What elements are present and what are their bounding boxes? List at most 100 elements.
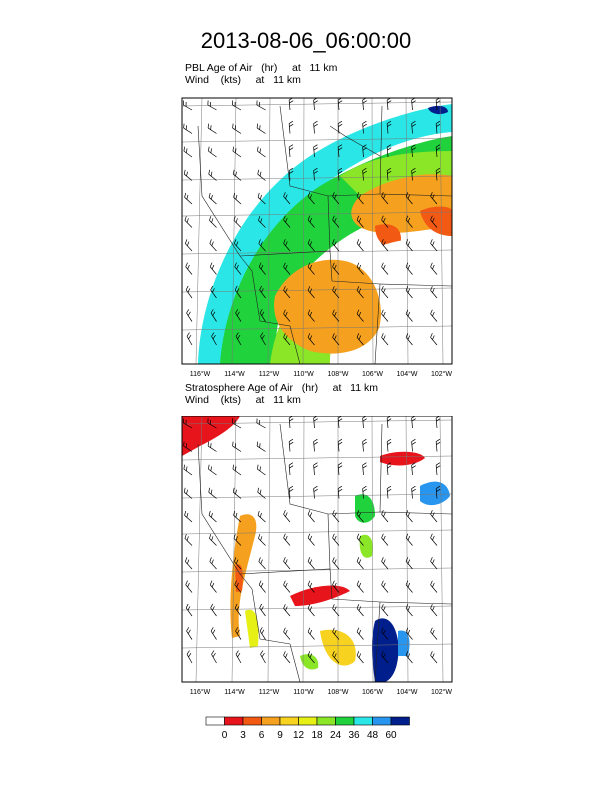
wind-barb — [283, 627, 291, 640]
wind-barb — [283, 192, 291, 205]
wind-barb — [332, 215, 340, 228]
wind-barb — [362, 167, 367, 181]
wind-barb — [307, 580, 315, 593]
wind-barb — [259, 627, 266, 640]
wind-barb — [430, 333, 438, 346]
lon-tick-label: 110°W — [293, 370, 314, 378]
colorbar-swatch — [242, 716, 262, 726]
colorbar-swatch — [372, 716, 392, 726]
wind-barb — [232, 123, 242, 134]
wind-barb — [356, 262, 364, 275]
colorbar-label: 6 — [259, 730, 265, 741]
colorbar-swatch — [205, 716, 225, 726]
wind-barb — [307, 651, 315, 664]
state-borders — [197, 105, 453, 365]
wind-barb — [332, 309, 340, 322]
wind-barb — [283, 557, 291, 570]
wind-barb — [185, 580, 193, 593]
wind-barb — [232, 441, 242, 452]
wind-barb — [307, 215, 315, 228]
colorbar-label: 12 — [293, 730, 305, 741]
wind-barb — [362, 416, 367, 429]
wind-barb — [184, 510, 193, 523]
wind-barb — [332, 604, 340, 617]
wind-barb — [232, 487, 242, 499]
wind-barb — [430, 533, 438, 546]
wind-barb — [435, 120, 441, 134]
wind-barb — [258, 239, 266, 252]
wind-barb — [362, 485, 367, 499]
colorbar-label: 60 — [385, 730, 397, 741]
wind-barb — [307, 239, 315, 252]
wind-barb — [184, 192, 193, 205]
lon-tick-label: 106°W — [362, 370, 383, 378]
wind-barb — [211, 332, 217, 346]
colorbar-swatch — [390, 716, 410, 726]
wind-barb — [356, 215, 364, 228]
wind-barb — [386, 438, 392, 452]
wind-barb — [356, 192, 364, 205]
wind-barb — [430, 580, 438, 593]
wind-barb — [356, 533, 364, 546]
wind-barb — [405, 533, 413, 546]
wind-barb — [283, 604, 291, 617]
wind-barb — [356, 604, 364, 617]
wind-barb — [235, 309, 242, 322]
wind-barbs — [182, 97, 441, 346]
wind-barb — [258, 580, 266, 593]
wind-barb — [211, 650, 217, 664]
wind-barb — [182, 418, 193, 429]
wind-barb — [313, 462, 318, 476]
wind-barb — [337, 120, 343, 134]
wind-barb — [233, 216, 242, 228]
wind-barb — [411, 167, 416, 181]
wind-barb — [307, 333, 315, 346]
wind-barb — [356, 239, 364, 252]
wind-barb — [256, 123, 266, 134]
wind-barb — [183, 464, 193, 476]
colorbar-swatch — [316, 716, 336, 726]
wind-barb — [411, 462, 416, 476]
wind-barb — [258, 557, 266, 570]
wind-barb — [231, 100, 242, 111]
wind-barb — [362, 120, 367, 134]
wind-barb — [313, 97, 318, 111]
wind-barb — [235, 332, 242, 346]
wind-barb — [381, 333, 389, 346]
wind-barb — [411, 416, 416, 429]
wind-barb — [362, 438, 367, 452]
wind-barb — [356, 651, 364, 664]
wind-barb — [259, 309, 266, 322]
wind-barb — [405, 309, 413, 322]
wind-barb — [381, 533, 389, 546]
wind-barb — [362, 144, 367, 158]
wind-barb — [233, 510, 242, 523]
wind-barb — [288, 97, 294, 111]
wind-barb — [183, 146, 193, 158]
wind-barb — [405, 262, 413, 275]
wind-barb — [405, 580, 413, 593]
wind-barb — [313, 416, 318, 429]
wind-barb — [209, 216, 217, 228]
wind-barb — [411, 120, 416, 134]
wind-barb — [208, 487, 217, 499]
wind-barb — [337, 97, 343, 111]
wind-barb — [430, 192, 438, 205]
wind-barb — [283, 239, 291, 252]
wind-barb — [313, 438, 318, 452]
wind-barb — [381, 192, 389, 205]
wind-barb — [231, 418, 242, 429]
wind-barb — [184, 557, 193, 570]
wind-barb — [332, 557, 340, 570]
wind-barb — [235, 650, 242, 664]
wind-barb — [411, 485, 416, 499]
wind-barb — [381, 239, 389, 252]
wind-barb — [381, 604, 389, 617]
wind-barb — [283, 286, 291, 299]
lon-tick-label: 112°W — [259, 688, 280, 696]
wind-barb — [209, 580, 217, 593]
lon-tick-label: 106°W — [362, 688, 383, 696]
wind-barb — [184, 534, 193, 546]
wind-barb — [405, 651, 413, 664]
wind-barb — [411, 97, 416, 111]
